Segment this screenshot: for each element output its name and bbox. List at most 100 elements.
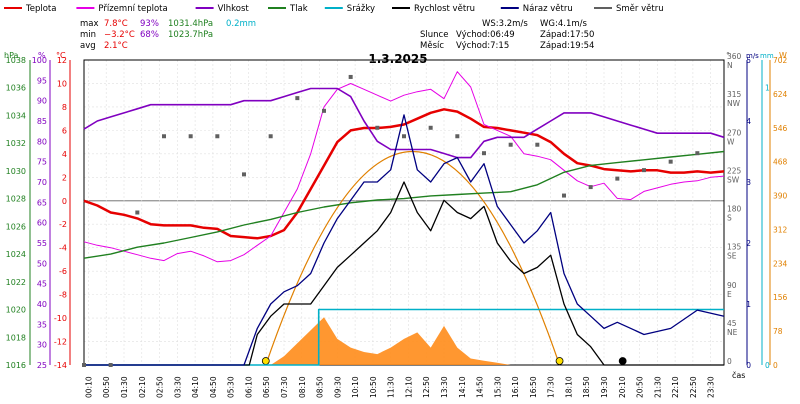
tick-time: 20:50	[636, 376, 645, 398]
tick-c: -6	[59, 267, 67, 276]
tick-time: 00:50	[102, 376, 111, 398]
tick-c: 4	[62, 150, 67, 159]
tick-pct: 55	[37, 239, 47, 248]
tick-hpa: 1026	[6, 222, 26, 231]
tick-pct: 25	[37, 361, 47, 370]
tick-hpa: 1032	[6, 139, 26, 148]
tick-deg: 180	[727, 205, 742, 214]
tick-ms: 0	[746, 361, 751, 370]
wind-direction-point	[535, 142, 540, 147]
wind-direction-point	[482, 151, 486, 156]
tick-c: -14	[54, 361, 67, 370]
unit-deg: °	[726, 51, 730, 60]
legend-item: Náraz větru	[523, 4, 573, 14]
stat-min-label: min	[80, 30, 96, 40]
moonset: Západ:19:54	[540, 41, 594, 51]
wind-sun-info: WS:3.2m/s WG:4.1m/s Slunce Východ:06:49 …	[420, 19, 594, 51]
wind-direction-point	[695, 151, 700, 156]
wind-direction-point	[215, 134, 220, 139]
unit-time: čas	[732, 370, 745, 380]
tick-pct: 75	[37, 158, 47, 167]
tick-time: 00:10	[84, 376, 93, 398]
tick-time: 06:50	[262, 376, 271, 398]
tick-time: 16:10	[511, 376, 520, 398]
wind-direction-point	[135, 210, 140, 215]
tick-time: 14:10	[458, 376, 467, 398]
stat-min-press: 1023.7hPa	[168, 30, 213, 40]
tick-time: 12:10	[404, 376, 413, 398]
tick-time: 22:50	[689, 376, 698, 398]
tick-mm: 0	[765, 361, 770, 370]
tick-time: 13:30	[440, 376, 449, 398]
tick-hpa: 1020	[6, 306, 26, 315]
sunset-marker	[555, 357, 564, 365]
axis-units: hPa % °C ° m/s mm W čas	[4, 51, 787, 380]
tick-time: 09:30	[333, 376, 342, 398]
tick-c: -12	[54, 338, 67, 347]
tick-time: 11:30	[387, 376, 396, 398]
wind-direction-point	[375, 125, 380, 130]
tick-pct: 40	[37, 300, 47, 309]
tick-time: 18:10	[564, 376, 573, 398]
tick-pct: 65	[37, 198, 47, 207]
tick-time: 16:50	[529, 376, 538, 398]
chart-marks	[82, 71, 725, 367]
tick-ms: 5	[746, 56, 751, 65]
tick-dir: SE	[727, 252, 737, 261]
axes: 1038103610341032103010281026102410221020…	[6, 52, 788, 398]
tick-hpa: 1034	[6, 111, 26, 120]
unit-w: W	[779, 51, 787, 60]
wind-direction-point	[642, 168, 646, 173]
tick-w: 546	[773, 124, 788, 133]
tick-time: 02:50	[156, 376, 165, 398]
tick-pct: 70	[37, 178, 47, 187]
tick-dir: S	[727, 214, 732, 223]
tick-dir: E	[727, 290, 732, 299]
stat-max-press: 1031.4hPa	[168, 19, 213, 29]
legend-item: Vlhkost	[218, 4, 250, 14]
tick-c: -2	[59, 220, 67, 229]
tick-time: 21:30	[653, 376, 662, 398]
tick-pct: 90	[37, 97, 47, 106]
stat-max-hum: 93%	[140, 19, 159, 29]
wind-gust-info: WG:4.1m/s	[540, 19, 588, 29]
tick-time: 04:10	[191, 376, 200, 398]
tick-dir: NW	[727, 99, 741, 108]
grid	[83, 59, 725, 366]
legend-item: Přízemní teplota	[98, 4, 167, 14]
stat-min-hum: 68%	[140, 30, 159, 40]
tick-time: 18:50	[582, 376, 591, 398]
tick-time: 07:30	[280, 376, 289, 398]
tick-deg: 90	[727, 281, 737, 290]
wind-direction-point	[188, 134, 193, 139]
tick-deg: 315	[727, 90, 742, 99]
tick-ms: 4	[746, 117, 751, 126]
tick-w: 390	[773, 192, 788, 201]
tick-time: 12:50	[422, 376, 431, 398]
legend-item: Tlak	[289, 4, 308, 14]
legend-item: Směr větru	[616, 4, 664, 14]
tick-w: 0	[773, 361, 778, 370]
tick-deg: 360	[727, 52, 742, 61]
wind-direction-point	[508, 142, 513, 147]
tick-mm: 1	[765, 84, 770, 93]
tick-time: 20:10	[618, 376, 627, 398]
tick-w: 234	[773, 259, 788, 268]
wind-direction-point	[162, 134, 166, 139]
series-wind-speed	[84, 181, 724, 366]
tick-w: 312	[773, 225, 788, 234]
wind-direction-point	[615, 176, 620, 181]
wind-direction-point	[295, 96, 300, 101]
tick-ms: 2	[746, 239, 751, 248]
sun-label: Slunce	[420, 30, 448, 40]
tick-time: 14:50	[476, 376, 485, 398]
wind-direction-point	[82, 363, 86, 367]
tick-pct: 50	[37, 259, 47, 268]
series-temperature	[83, 108, 725, 240]
tick-deg: 270	[727, 128, 742, 137]
moon-label: Měsíc	[420, 41, 444, 51]
tick-deg: 135	[727, 243, 742, 252]
tick-time: 15:30	[493, 376, 502, 398]
legend-item: Srážky	[347, 4, 375, 14]
tick-hpa: 1022	[6, 278, 26, 287]
